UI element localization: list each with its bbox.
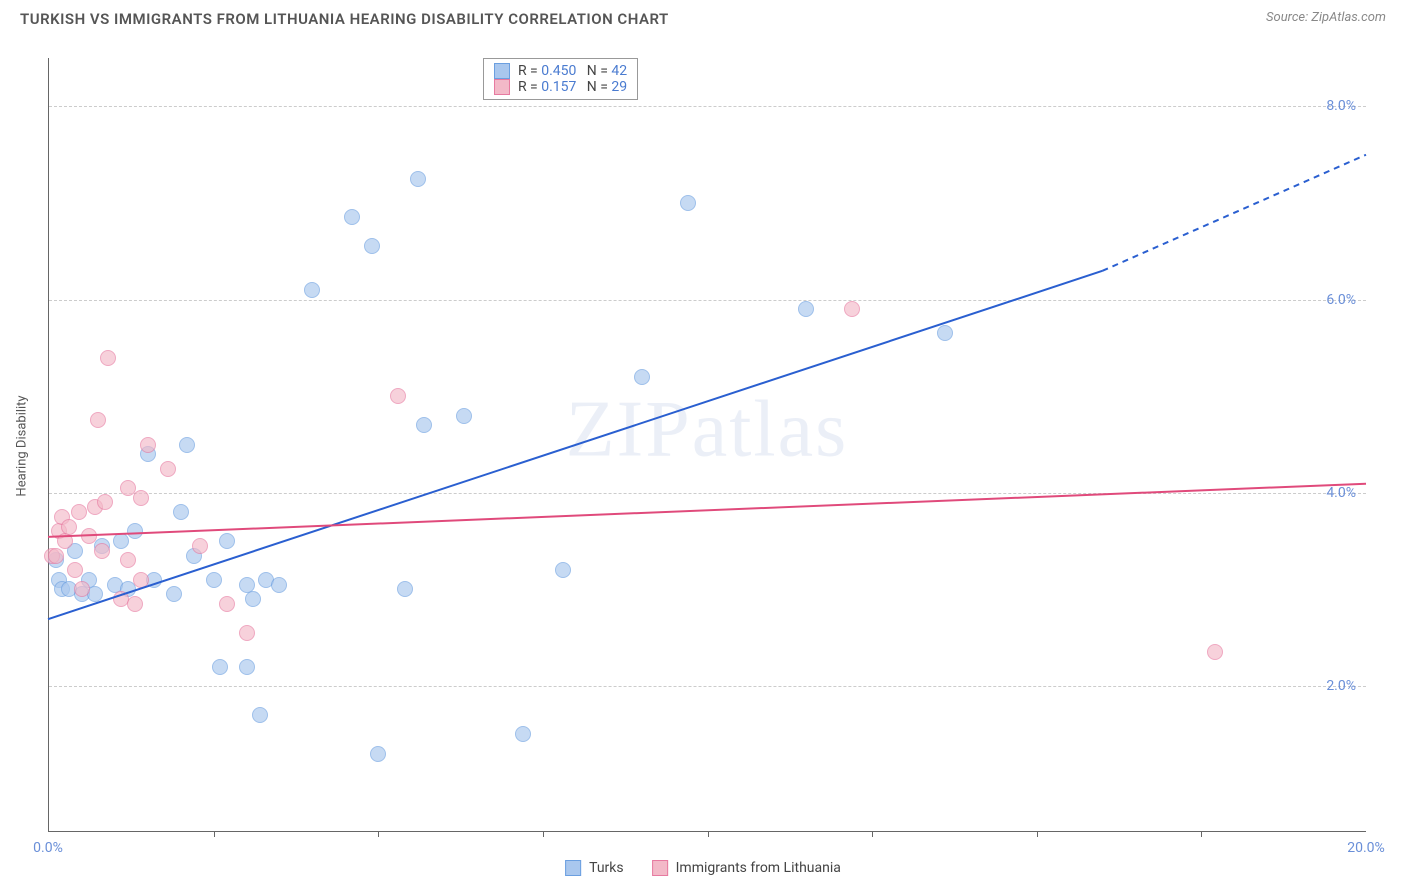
legend-swatch-turks: [565, 860, 581, 876]
chart-legend: Turks Immigrants from Lithuania: [565, 860, 841, 876]
legend-item-turks: Turks: [565, 860, 624, 876]
stats-text: R = 0.450 N = 42: [518, 63, 627, 79]
y-axis-title: Hearing Disability: [15, 395, 30, 496]
x-tick-label: 0.0%: [33, 840, 63, 856]
chart-plot-area: 2.0%4.0%6.0%8.0% ZIPatlas R = 0.450 N = …: [48, 58, 1366, 832]
stats-swatch: [494, 79, 510, 95]
legend-label-lithuania: Immigrants from Lithuania: [676, 860, 841, 876]
trend-lines-layer: [48, 58, 1366, 832]
correlation-stats-box: R = 0.450 N = 42R = 0.157 N = 29: [483, 58, 638, 100]
x-tick-label: 20.0%: [1347, 840, 1385, 856]
source-attribution: Source: ZipAtlas.com: [1266, 10, 1386, 25]
stats-text: R = 0.157 N = 29: [518, 79, 627, 95]
legend-label-turks: Turks: [589, 860, 624, 876]
stats-row: R = 0.157 N = 29: [494, 79, 627, 95]
stats-swatch: [494, 63, 510, 79]
chart-title: TURKISH VS IMMIGRANTS FROM LITHUANIA HEA…: [20, 10, 669, 28]
legend-item-lithuania: Immigrants from Lithuania: [652, 860, 841, 876]
stats-row: R = 0.450 N = 42: [494, 63, 627, 79]
legend-swatch-lithuania: [652, 860, 668, 876]
